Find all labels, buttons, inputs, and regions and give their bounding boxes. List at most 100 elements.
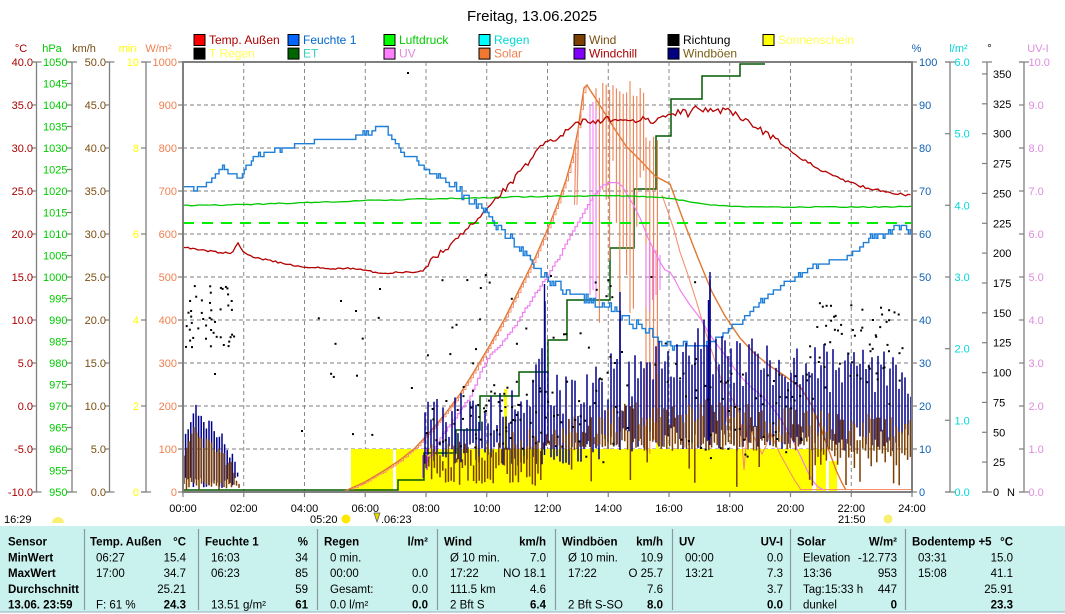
svg-text:300: 300 — [993, 129, 1011, 141]
svg-text:985: 985 — [49, 337, 67, 349]
svg-text:900: 900 — [159, 100, 177, 112]
svg-text:965: 965 — [49, 423, 67, 435]
svg-text:70: 70 — [919, 186, 931, 198]
svg-text:10: 10 — [127, 57, 139, 69]
svg-text:-10.0: -10.0 — [8, 487, 33, 499]
svg-text:0.0 l/m²: 0.0 l/m² — [330, 600, 369, 612]
svg-text:6.0: 6.0 — [1029, 229, 1044, 241]
svg-text:995: 995 — [49, 294, 67, 306]
svg-text:km/h: km/h — [72, 43, 96, 55]
svg-text:17:22: 17:22 — [450, 568, 479, 580]
svg-text:100: 100 — [159, 444, 177, 456]
svg-text:7.0: 7.0 — [1029, 186, 1044, 198]
svg-text:60: 60 — [919, 229, 931, 241]
svg-text:Regen: Regen — [324, 537, 359, 549]
svg-text:0.0: 0.0 — [767, 552, 783, 564]
svg-text:Temp. Außen: Temp. Außen — [209, 33, 280, 47]
svg-text:°C: °C — [173, 537, 186, 549]
svg-text:50: 50 — [993, 427, 1005, 439]
svg-text:15:08: 15:08 — [918, 568, 947, 580]
svg-text:Gesamt:: Gesamt: — [330, 584, 373, 596]
svg-text:13:36: 13:36 — [803, 568, 832, 580]
svg-text:MaxWert: MaxWert — [8, 568, 56, 580]
svg-text:35.0: 35.0 — [12, 100, 33, 112]
svg-text:4.6: 4.6 — [530, 584, 546, 596]
svg-text:1005: 1005 — [43, 251, 67, 263]
svg-text:1020: 1020 — [43, 186, 67, 198]
svg-text:3.0: 3.0 — [1029, 358, 1044, 370]
svg-text:km/h: km/h — [636, 537, 663, 549]
svg-text:35.0: 35.0 — [85, 186, 106, 198]
svg-text:Freitag, 13.06.2025: Freitag, 13.06.2025 — [467, 8, 597, 25]
svg-text:800: 800 — [159, 143, 177, 155]
svg-text:15.0: 15.0 — [991, 552, 1013, 564]
svg-text:275: 275 — [993, 159, 1011, 171]
svg-text:.06:23: .06:23 — [381, 514, 412, 526]
svg-text:dunkel: dunkel — [803, 600, 837, 612]
svg-text:10:00: 10:00 — [473, 503, 501, 515]
svg-text:953: 953 — [878, 568, 897, 580]
svg-text:700: 700 — [159, 186, 177, 198]
svg-text:4.0: 4.0 — [955, 200, 970, 212]
svg-text:T Regen: T Regen — [209, 47, 255, 61]
svg-text:45.0: 45.0 — [85, 100, 106, 112]
svg-text:0: 0 — [919, 487, 925, 499]
svg-text:Ø 10 min.: Ø 10 min. — [450, 552, 500, 564]
svg-text:20.0: 20.0 — [12, 229, 33, 241]
svg-text:10.9: 10.9 — [641, 552, 663, 564]
svg-text:0.0: 0.0 — [91, 487, 106, 499]
svg-text:%: % — [298, 537, 308, 549]
svg-text:15.0: 15.0 — [12, 272, 33, 284]
svg-text:00:00: 00:00 — [330, 568, 359, 580]
svg-text:0: 0 — [891, 600, 897, 612]
svg-text:24.3: 24.3 — [164, 600, 186, 612]
svg-text:0.0: 0.0 — [1029, 487, 1044, 499]
svg-text:23.3: 23.3 — [991, 600, 1013, 612]
svg-text:Durchschnitt: Durchschnitt — [8, 584, 79, 596]
svg-text:Ø 10 min.: Ø 10 min. — [568, 552, 618, 564]
svg-text:300: 300 — [159, 358, 177, 370]
svg-text:5.0: 5.0 — [1029, 272, 1044, 284]
svg-text:50.0: 50.0 — [85, 57, 106, 69]
svg-text:W/m²: W/m² — [145, 43, 172, 55]
svg-text:13:21: 13:21 — [685, 568, 714, 580]
svg-text:Elevation: Elevation — [803, 552, 850, 564]
svg-text:18:00: 18:00 — [716, 503, 744, 515]
svg-text:34: 34 — [295, 552, 308, 564]
svg-text:06:23: 06:23 — [211, 568, 240, 580]
svg-text:0: 0 — [171, 487, 177, 499]
svg-text:6.4: 6.4 — [530, 600, 547, 612]
svg-text:0: 0 — [993, 487, 999, 499]
svg-text:Temp. Außen: Temp. Außen — [90, 537, 162, 549]
svg-text:20.0: 20.0 — [85, 315, 106, 327]
svg-text:UV: UV — [679, 537, 695, 549]
svg-text:350: 350 — [993, 69, 1011, 81]
svg-text:5.0: 5.0 — [18, 358, 33, 370]
svg-text:30: 30 — [919, 358, 931, 370]
svg-text:0.0: 0.0 — [412, 584, 428, 596]
svg-text:12:00: 12:00 — [534, 503, 562, 515]
svg-text:15.4: 15.4 — [164, 552, 187, 564]
svg-text:200: 200 — [993, 248, 1011, 260]
svg-text:UV: UV — [399, 47, 416, 61]
svg-text:100: 100 — [919, 57, 937, 69]
svg-text:50: 50 — [919, 272, 931, 284]
svg-text:1035: 1035 — [43, 122, 67, 134]
svg-text:W/m²: W/m² — [869, 537, 897, 549]
svg-text:F: 61 %: F: 61 % — [96, 600, 136, 612]
svg-text:Richtung: Richtung — [683, 33, 730, 47]
svg-text:22:00: 22:00 — [837, 503, 865, 515]
svg-text:6: 6 — [133, 229, 139, 241]
svg-text:325: 325 — [993, 99, 1011, 111]
svg-text:85: 85 — [295, 568, 308, 580]
svg-text:15.0: 15.0 — [85, 358, 106, 370]
svg-text:175: 175 — [993, 278, 1011, 290]
svg-text:960: 960 — [49, 444, 67, 456]
svg-text:30.0: 30.0 — [12, 143, 33, 155]
svg-text:100: 100 — [993, 368, 1011, 380]
svg-text:Wind: Wind — [444, 537, 472, 549]
svg-text:75: 75 — [993, 397, 1005, 409]
svg-text:447: 447 — [878, 584, 897, 596]
svg-text:Regen: Regen — [494, 33, 529, 47]
svg-text:40: 40 — [919, 315, 931, 327]
